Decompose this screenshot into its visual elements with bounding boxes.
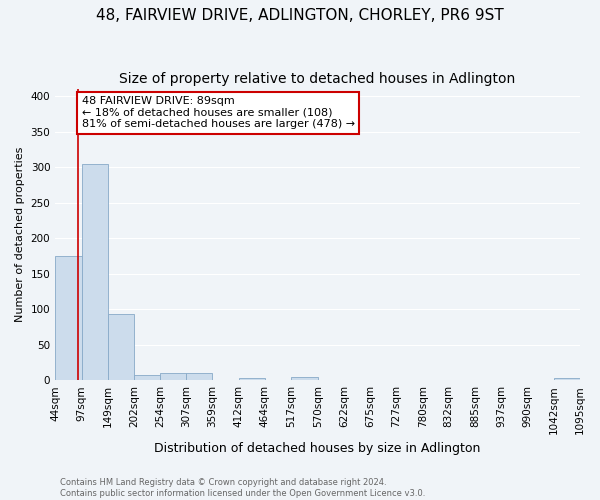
Bar (554, 378, 580, 380)
Text: 48 FAIRVIEW DRIVE: 89sqm
← 18% of detached houses are smaller (108)
81% of semi-: 48 FAIRVIEW DRIVE: 89sqm ← 18% of detach… (82, 96, 355, 130)
Bar (187, 373, 212, 380)
Text: 48, FAIRVIEW DRIVE, ADLINGTON, CHORLEY, PR6 9ST: 48, FAIRVIEW DRIVE, ADLINGTON, CHORLEY, … (96, 8, 504, 22)
Bar (292, 378, 318, 380)
Bar (55, 256, 82, 380)
Bar (239, 378, 265, 380)
Bar (82, 164, 107, 380)
X-axis label: Distribution of detached houses by size in Adlington: Distribution of detached houses by size … (154, 442, 481, 455)
Y-axis label: Number of detached properties: Number of detached properties (15, 147, 25, 322)
Title: Size of property relative to detached houses in Adlington: Size of property relative to detached ho… (119, 72, 516, 86)
Bar (160, 373, 187, 380)
Text: Contains HM Land Registry data © Crown copyright and database right 2024.
Contai: Contains HM Land Registry data © Crown c… (60, 478, 425, 498)
Bar (134, 374, 160, 380)
Bar (107, 314, 134, 380)
